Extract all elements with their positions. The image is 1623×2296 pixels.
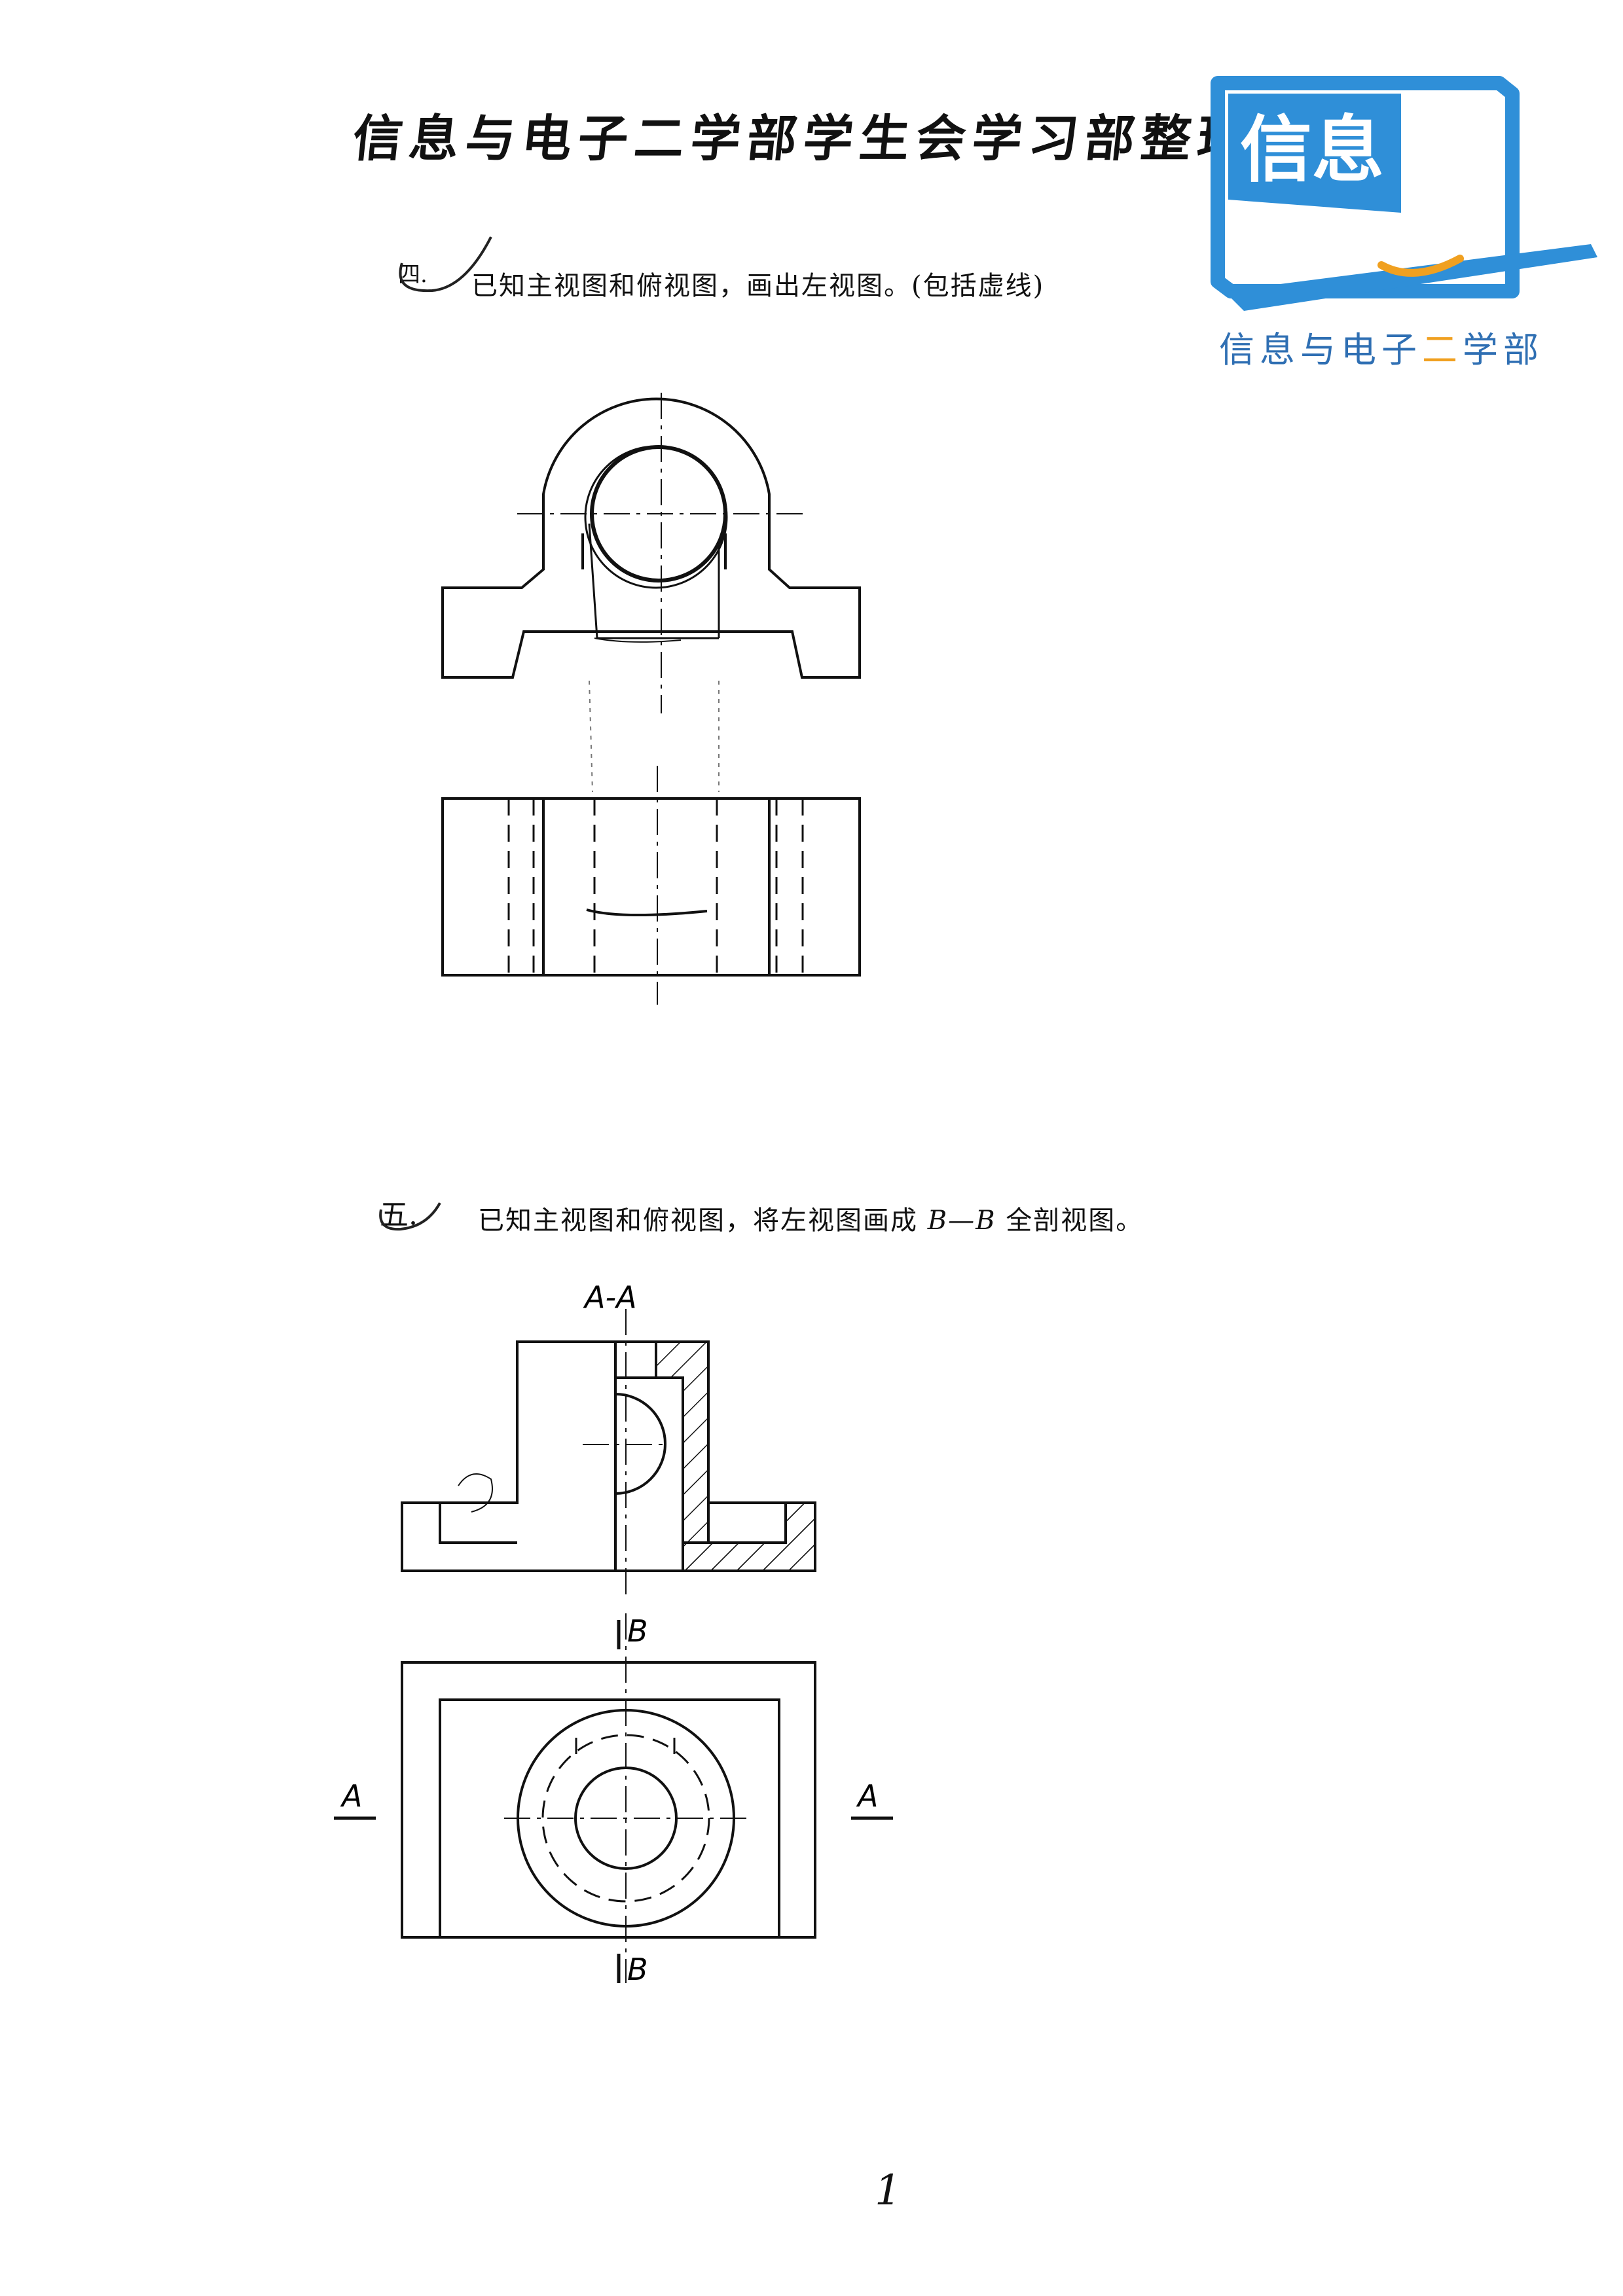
section-label-a-a: A-A xyxy=(583,1280,637,1315)
figure-5-cut-markers xyxy=(334,1620,893,1983)
figure-5-center-lines xyxy=(583,1309,668,1597)
logo-mark-text: 信息 xyxy=(1240,108,1384,192)
laptop-logo-icon: 信息 xyxy=(1211,76,1597,311)
figure-5-section-view xyxy=(401,1340,816,1572)
handwritten-mark-icon xyxy=(379,1202,441,1231)
page-number: 1 xyxy=(875,2166,902,2215)
figure-4-center-lines xyxy=(517,393,805,1005)
cut-label-b-top: B xyxy=(627,1613,648,1649)
question-4-text: 已知主视图和俯视图，画出左视图。(包括虚线) xyxy=(471,271,1045,301)
logo-caption: 信息与电子二学部 xyxy=(1219,329,1544,370)
figure-4-front-view xyxy=(441,397,861,679)
figure-5-top-center-lines xyxy=(504,1613,750,1983)
figure-5-top-view xyxy=(401,1661,816,1939)
question-5-text: 已知主视图和俯视图，将左视图画成 B—B 全剖视图。 xyxy=(478,1206,1144,1236)
figure-4-projection-lines xyxy=(589,680,720,793)
figure-4-top-view xyxy=(441,797,861,977)
cut-label-b-bottom: B xyxy=(627,1952,648,1987)
arrow-label-a-left: A xyxy=(340,1778,362,1814)
arrow-label-a-right: A xyxy=(856,1778,878,1814)
handwritten-mark-icon xyxy=(399,236,492,293)
department-logo: 信息 xyxy=(1211,76,1597,311)
